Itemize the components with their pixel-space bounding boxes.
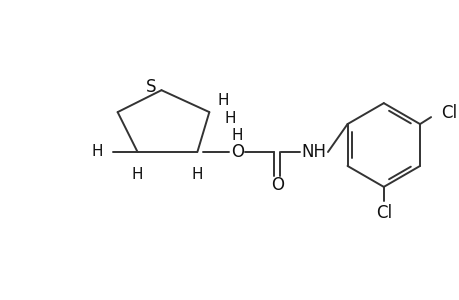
Text: H: H [132, 167, 143, 182]
Text: NH: NH [301, 143, 326, 161]
Text: Cl: Cl [375, 204, 391, 222]
Text: O: O [270, 176, 283, 194]
Text: H: H [91, 145, 102, 160]
Text: S: S [146, 78, 157, 96]
Text: H: H [224, 111, 235, 126]
Text: Cl: Cl [440, 104, 456, 122]
Text: H: H [231, 128, 242, 142]
Text: H: H [191, 167, 203, 182]
Text: H: H [217, 93, 228, 108]
Text: O: O [230, 143, 243, 161]
